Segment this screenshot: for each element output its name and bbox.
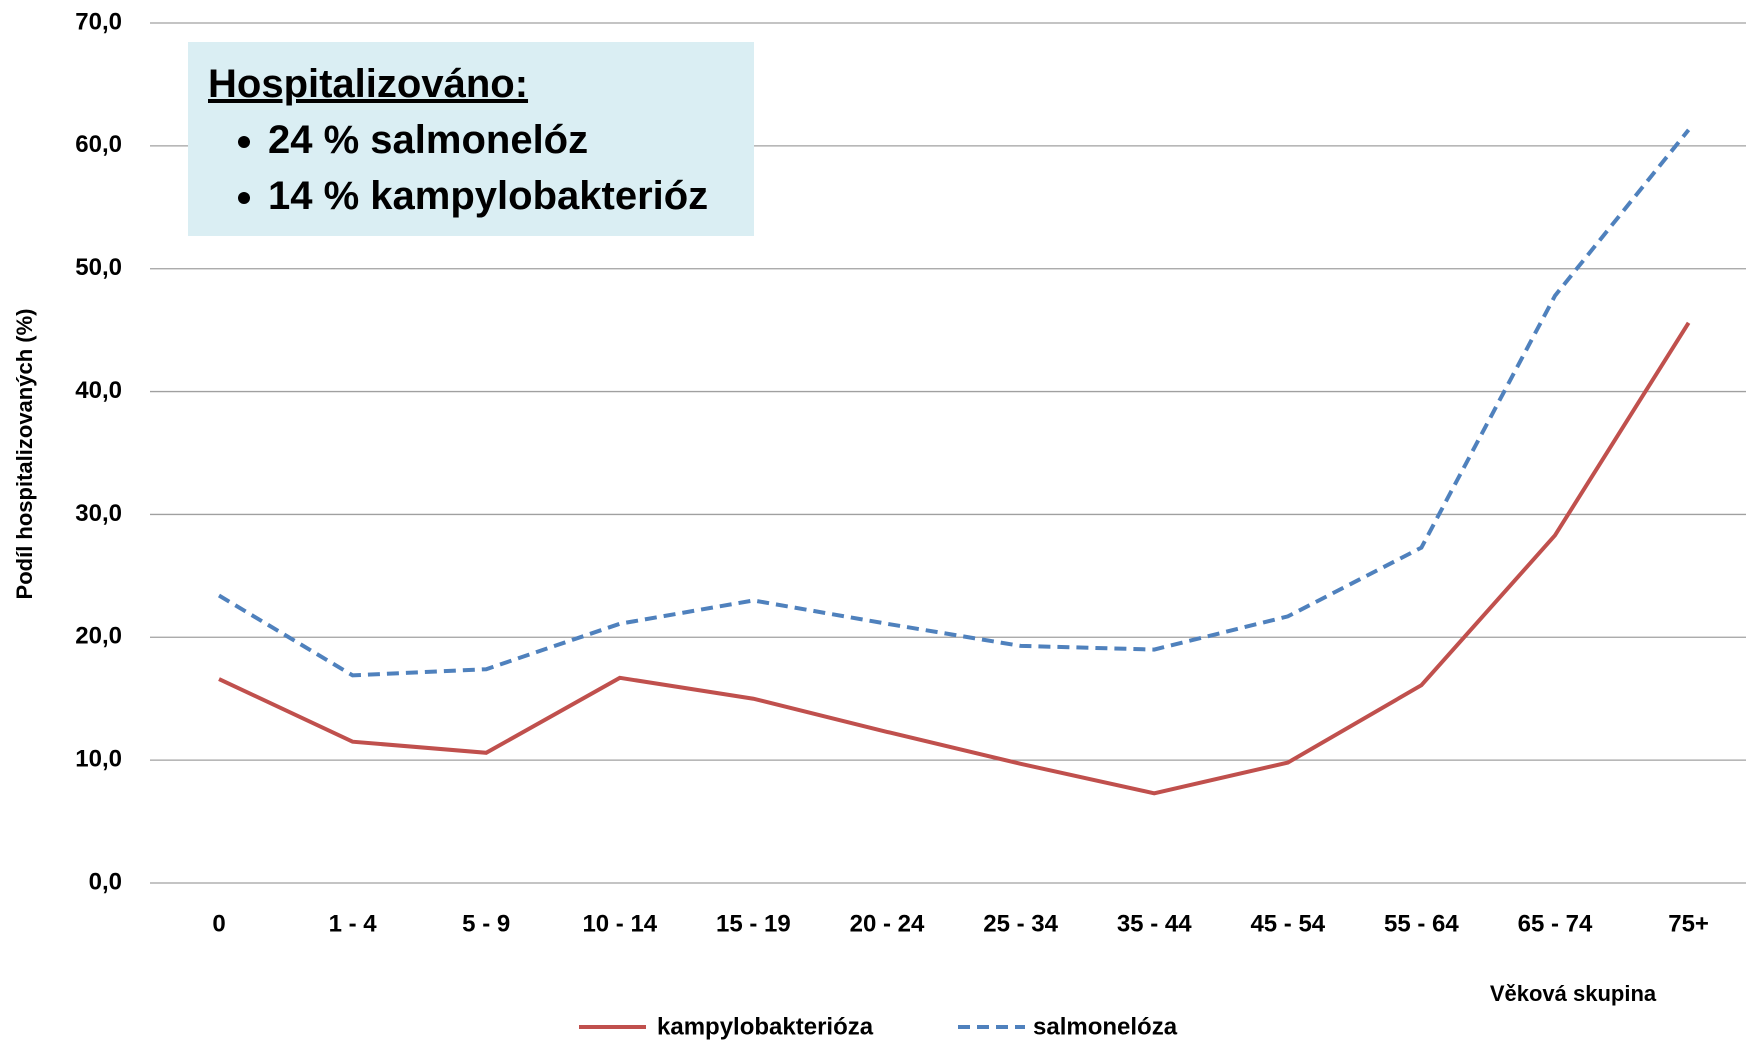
- x-tick-label: 35 - 44: [1117, 910, 1192, 937]
- y-tick-label: 20,0: [75, 623, 122, 650]
- y-tick-label: 30,0: [75, 500, 122, 527]
- line-series: [217, 128, 1691, 678]
- annotation-box: Hospitalizováno: 24 % salmonelóz 14 % ka…: [188, 42, 754, 236]
- x-axis-title: Věková skupina: [1490, 981, 1657, 1006]
- x-tick-label: 55 - 64: [1384, 910, 1459, 937]
- legend-label: kampylobakterióza: [657, 1013, 874, 1040]
- y-tick-label: 10,0: [75, 745, 122, 772]
- x-tick-label: 15 - 19: [716, 910, 791, 937]
- y-tick-label: 50,0: [75, 254, 122, 281]
- legend-label: salmonelóza: [1033, 1013, 1178, 1040]
- x-tick-label: 20 - 24: [850, 910, 925, 937]
- y-axis-title: Podíl hospitalizovaných (%): [12, 309, 37, 600]
- y-tick-label: 60,0: [75, 131, 122, 158]
- line-series: [218, 321, 1691, 796]
- x-tick-label: 5 - 9: [462, 910, 510, 937]
- annotation-item: 24 % salmonelóz: [268, 112, 734, 168]
- annotation-list: 24 % salmonelóz 14 % kampylobakterióz: [208, 112, 734, 224]
- annotation-item: 14 % kampylobakterióz: [268, 168, 734, 224]
- x-tick-label: 75+: [1668, 910, 1709, 937]
- y-tick-label: 0,0: [89, 868, 122, 895]
- annotation-title: Hospitalizováno:: [208, 62, 529, 106]
- y-tick-label: 70,0: [75, 8, 122, 35]
- x-tick-label: 65 - 74: [1518, 910, 1593, 937]
- x-tick-label: 0: [212, 910, 225, 937]
- x-tick-label: 45 - 54: [1250, 910, 1325, 937]
- x-tick-label: 10 - 14: [582, 910, 657, 937]
- x-tick-label: 25 - 34: [983, 910, 1058, 937]
- y-tick-label: 40,0: [75, 377, 122, 404]
- x-tick-label: 1 - 4: [329, 910, 378, 937]
